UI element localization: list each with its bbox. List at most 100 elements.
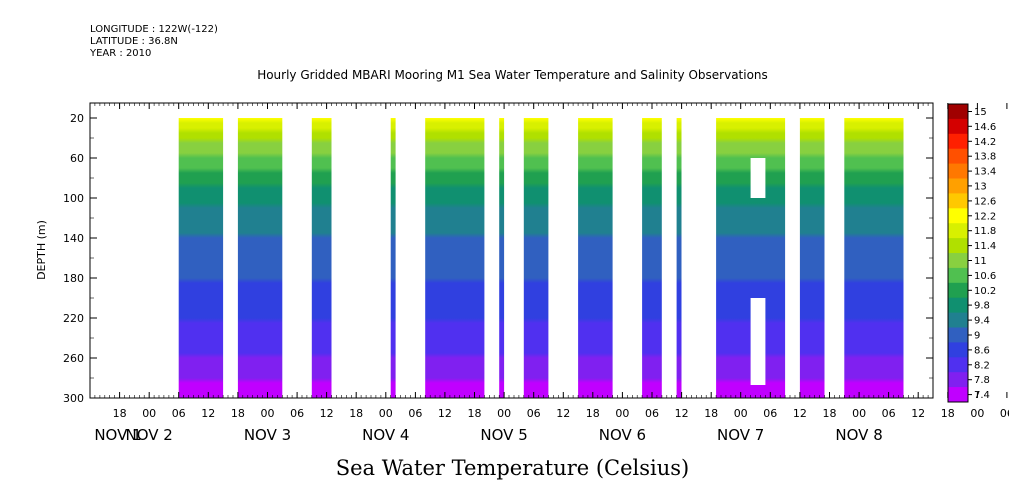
y-tick-label: 220	[63, 312, 84, 325]
x-hour-tick-label: 06	[527, 407, 541, 420]
colorbar-swatch	[948, 223, 968, 239]
colorbar-swatch	[948, 267, 968, 284]
data-block-9	[676, 118, 682, 398]
colorbar-label: 7.8	[974, 375, 990, 386]
x-hour-tick-label: 00	[970, 407, 984, 420]
data-block-2	[311, 118, 332, 398]
colorbar-label: 15	[974, 107, 987, 118]
x-hour-tick-label: 06	[1000, 407, 1009, 420]
data-gap-0	[750, 158, 766, 198]
x-day-tick-label: NOV 7	[717, 426, 764, 444]
colorbar-legend: 15 14.6 14.2 13.8 13.4 13 12.6 12.2 11.8 11.4 11 10…	[947, 103, 996, 403]
chart-title: Hourly Gridded MBARI Mooring M1 Sea Wate…	[257, 68, 768, 82]
colorbar-swatch	[948, 253, 968, 269]
colorbar-swatch	[948, 357, 968, 373]
x-hour-tick-label: 12	[438, 407, 452, 420]
data-block-4	[425, 118, 485, 398]
x-hour-tick-label: 06	[882, 407, 896, 420]
colorbar-swatch	[948, 387, 968, 403]
x-hour-tick-label: 06	[763, 407, 777, 420]
x-day-tick-label: NOV 1	[94, 426, 141, 444]
y-tick-label: 60	[70, 152, 84, 165]
data-block-5	[499, 118, 505, 398]
x-day-tick-label: NOV 3	[244, 426, 291, 444]
colorbar-swatch	[948, 327, 968, 343]
x-hour-tick-label: 00	[615, 407, 629, 420]
data-blocks-layer	[178, 118, 904, 398]
colorbar-swatch	[948, 342, 968, 358]
x-hour-tick-label: 18	[823, 407, 837, 420]
y-tick-label: 260	[63, 352, 84, 365]
x-hour-tick-label: 00	[497, 407, 511, 420]
colorbar-label: 8.2	[974, 360, 990, 371]
x-hour-tick-label: 00	[142, 407, 156, 420]
colorbar-swatch	[948, 104, 968, 120]
colorbar-label: 13.4	[974, 167, 996, 178]
colorbar-swatch	[948, 163, 968, 179]
x-hour-tick-label: 18	[113, 407, 127, 420]
data-gap-1	[750, 298, 766, 385]
colorbar-swatch	[948, 297, 968, 313]
x-day-tick-label: NOV 2	[126, 426, 173, 444]
x-hour-tick-label: 18	[586, 407, 600, 420]
y-tick-label: 140	[63, 232, 84, 245]
x-day-tick-label: NOV 8	[835, 426, 882, 444]
colorbar-label: 10.6	[974, 271, 996, 282]
chart-subtitle: Sea Water Temperature (Celsius)	[335, 456, 690, 480]
x-hour-tick-label: 12	[320, 407, 334, 420]
x-hour-tick-label: 18	[231, 407, 245, 420]
colorbar-swatch	[948, 193, 968, 209]
colorbar-label: 9.8	[974, 301, 990, 312]
y-tick-label: 20	[70, 112, 84, 125]
data-block-12	[844, 118, 904, 398]
colorbar-label: 9.4	[974, 316, 990, 327]
data-gaps-layer	[750, 158, 766, 385]
x-hour-tick-label: 12	[201, 407, 215, 420]
colorbar-swatch	[948, 282, 968, 299]
x-hour-tick-label: 12	[793, 407, 807, 420]
colorbar-swatch	[948, 133, 968, 150]
colorbar-swatch	[948, 208, 968, 224]
x-day-tick-label: NOV 4	[362, 426, 409, 444]
plot-frame	[89, 102, 934, 399]
x-axis-ticks: 18 00 06 12 18 00 06 12 18 00 06 12 18 00 06 12 18 00 06 12…	[94, 103, 1009, 444]
colorbar-swatch	[948, 312, 968, 328]
data-block-7	[578, 118, 613, 398]
x-hour-tick-label: 06	[172, 407, 186, 420]
x-hour-tick-label: 06	[408, 407, 422, 420]
colorbar-swatch	[948, 118, 968, 135]
colorbar-swatch	[948, 372, 968, 388]
y-axis-ticks: 20 60 100 140 180 220 260 300	[63, 112, 933, 405]
x-hour-tick-label: 18	[468, 407, 482, 420]
colorbar-label: 10.2	[974, 286, 996, 297]
colorbar-label: 12.2	[974, 211, 996, 222]
colorbar-label: 11.8	[974, 226, 996, 237]
colorbar-label: 9	[974, 331, 980, 342]
colorbar-label: 12.6	[974, 196, 996, 207]
data-block-1	[237, 118, 283, 398]
data-block-3	[390, 118, 396, 398]
colorbar-label: 8.6	[974, 345, 990, 356]
x-hour-tick-label: 00	[852, 407, 866, 420]
colorbar-label: 11	[974, 256, 987, 267]
x-hour-tick-label: 06	[290, 407, 304, 420]
colorbar-swatch	[948, 148, 968, 164]
x-hour-tick-label: 12	[556, 407, 570, 420]
data-block-8	[642, 118, 662, 398]
y-tick-label: 100	[63, 192, 84, 205]
year-label: YEAR : 2010	[90, 48, 152, 59]
latitude-label: LATITUDE : 36.8N	[90, 36, 178, 47]
colorbar-label: 13	[974, 181, 987, 192]
data-block-11	[799, 118, 825, 398]
x-hour-tick-label: 12	[911, 407, 925, 420]
colorbar-swatch	[948, 178, 968, 194]
x-hour-tick-label: 18	[349, 407, 363, 420]
x-hour-tick-label: 00	[734, 407, 748, 420]
x-hour-tick-label: 00	[261, 407, 275, 420]
x-day-tick-label: NOV 6	[599, 426, 646, 444]
longitude-label: LONGITUDE : 122W(-122)	[90, 24, 218, 35]
y-tick-label: 300	[63, 392, 84, 405]
colorbar-label: 11.4	[974, 241, 996, 252]
x-hour-tick-label: 12	[675, 407, 689, 420]
colorbar-label: 13.8	[974, 152, 996, 163]
